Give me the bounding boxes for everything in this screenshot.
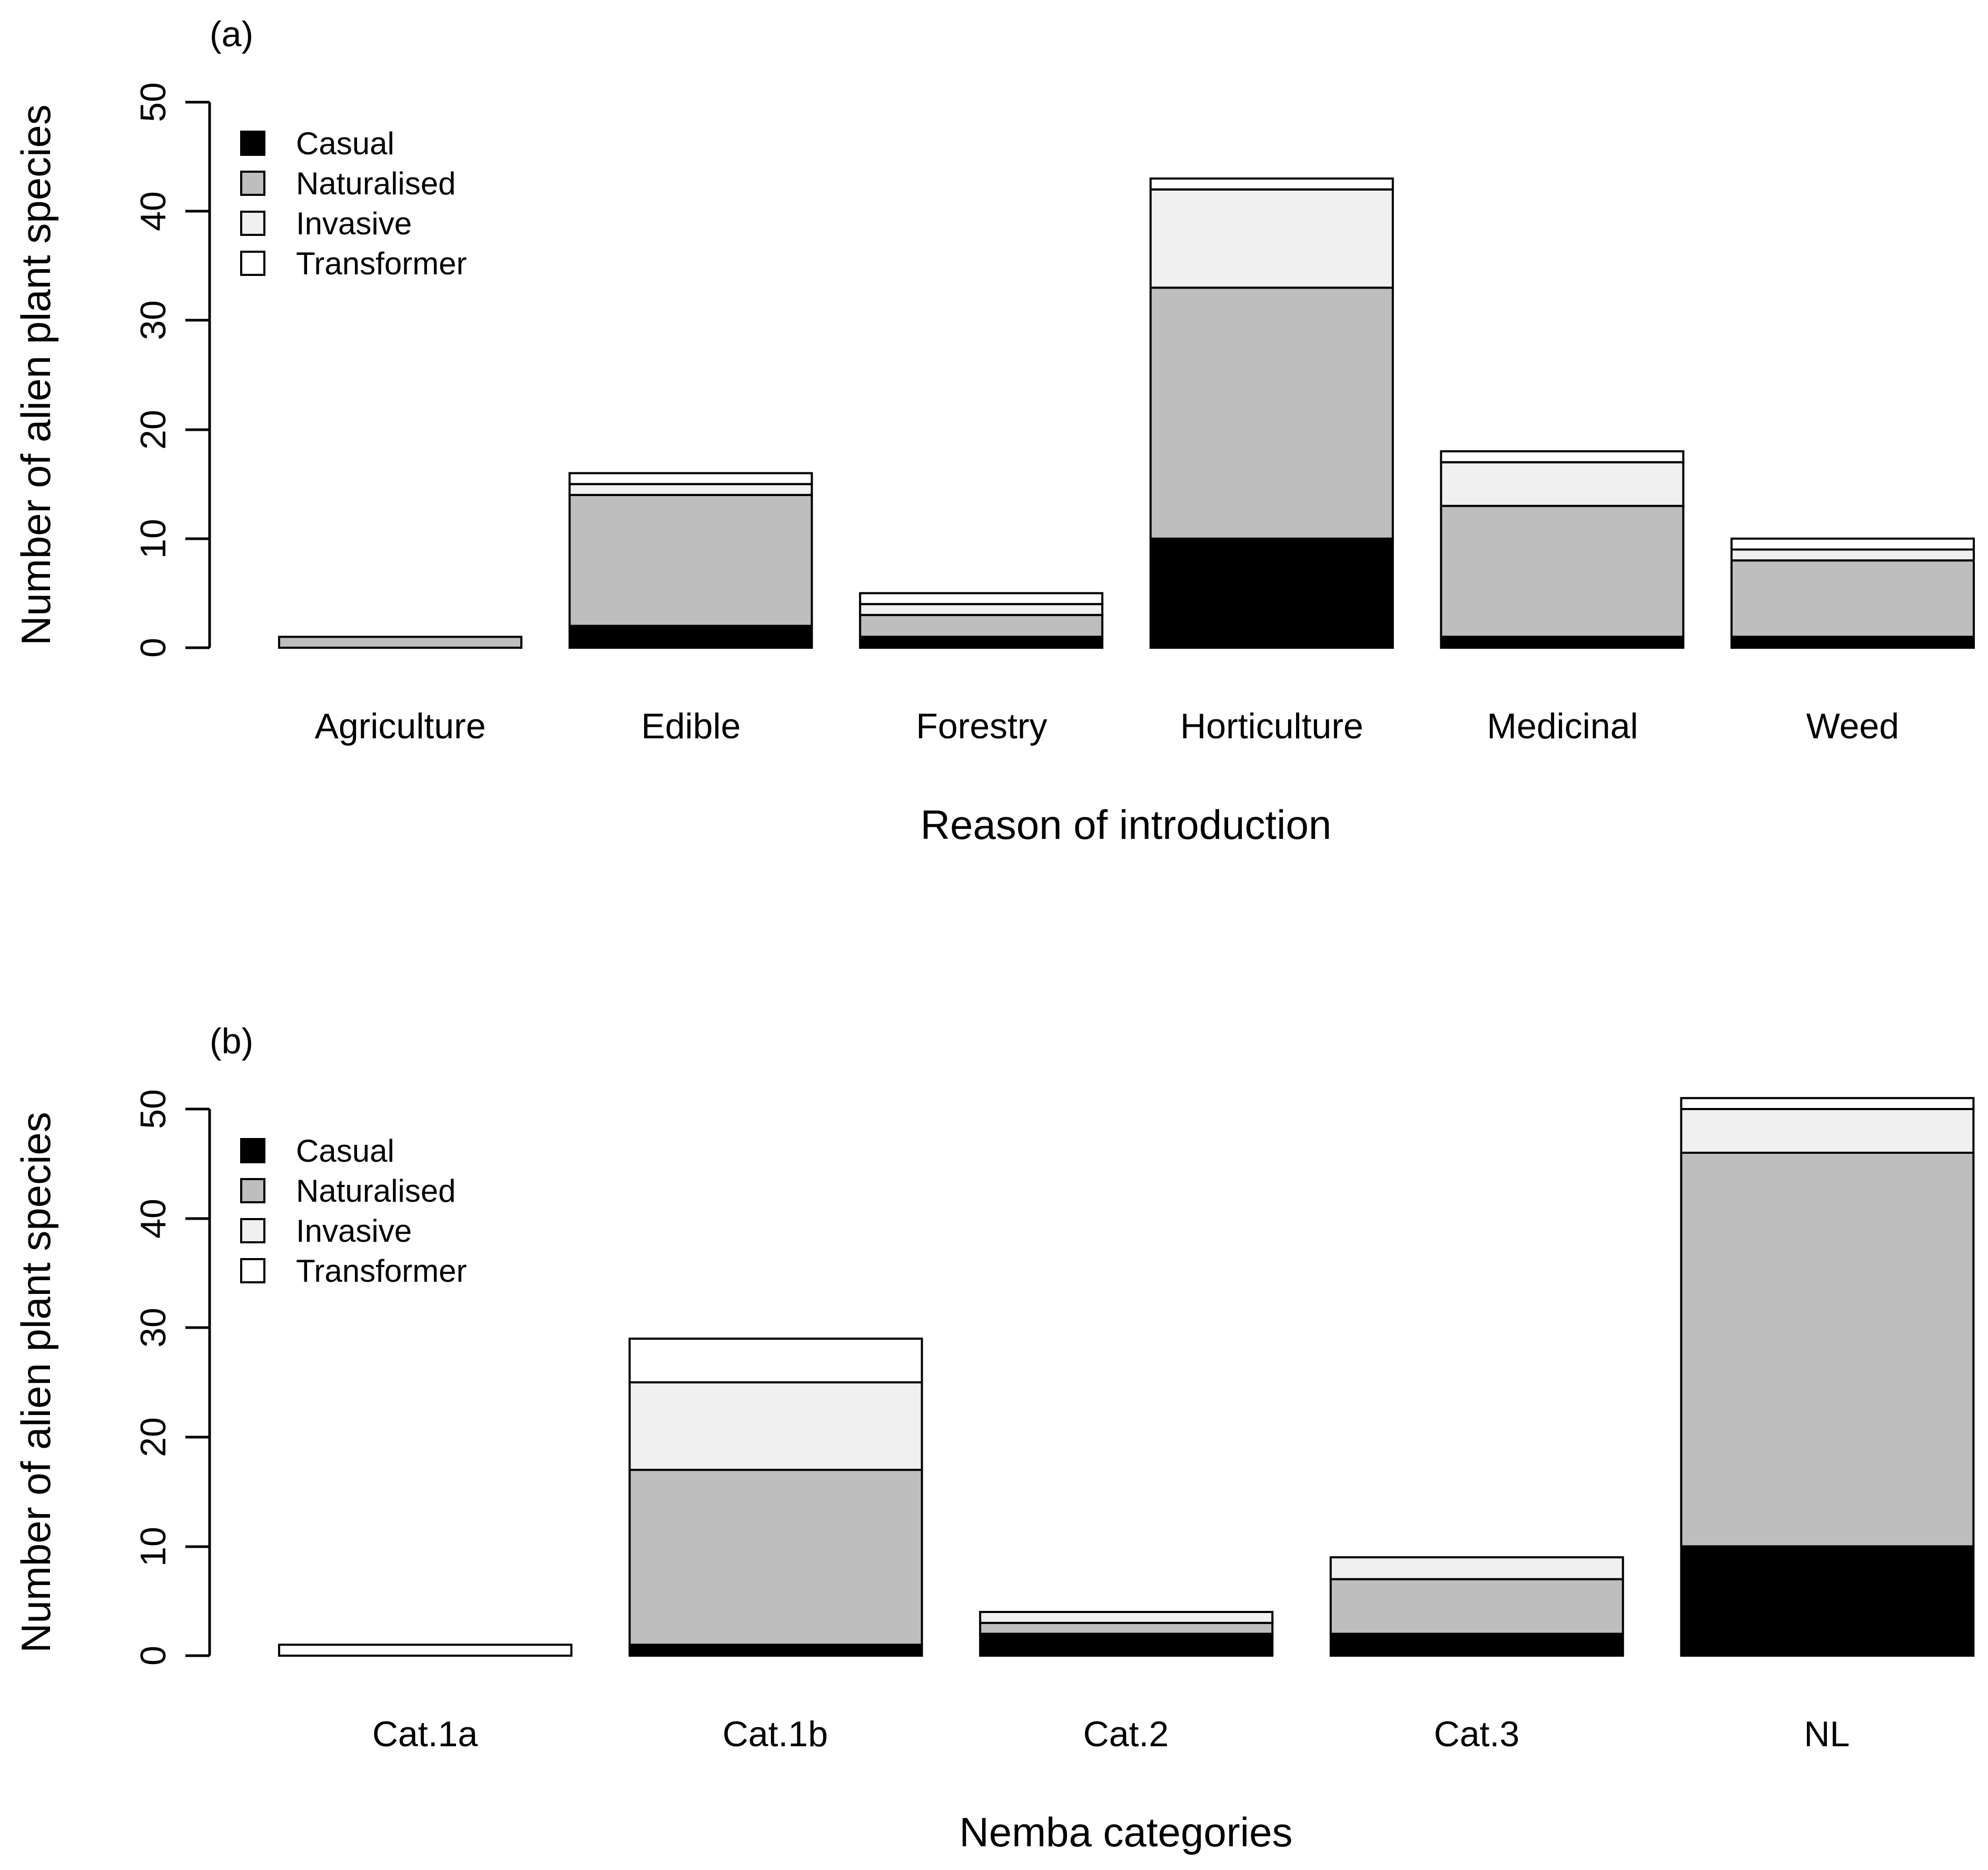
panel-b-y-tick-label: 10	[133, 1527, 173, 1567]
panel-b-y-ticks	[185, 1107, 210, 1657]
panel-b-y-tick-label: 0	[133, 1646, 173, 1666]
bar-segment-casual-nl	[1680, 1545, 1975, 1657]
bar-segment-transformer-horticulture	[1149, 177, 1394, 191]
panel-a-category-label: Agriculture	[314, 706, 486, 746]
bar-segment-transformer-nl	[1680, 1097, 1975, 1110]
panel-b-x-axis-title: Nemba categories	[960, 1809, 1293, 1855]
bar-segment-naturalised-cat-3	[1329, 1578, 1624, 1635]
legend-label: Naturalised	[296, 1173, 456, 1209]
panel-a-label: (a)	[210, 14, 253, 54]
panel-a-y-tick-label: 20	[133, 410, 173, 450]
bar-segment-casual-forestry	[859, 636, 1104, 649]
bar-segment-transformer-edible	[568, 472, 813, 486]
panel-b-y-tick-label: 50	[133, 1089, 173, 1129]
legend-label: Invasive	[296, 1213, 412, 1249]
bar-segment-naturalised-agriculture	[278, 636, 522, 649]
panel-b-category-label: NL	[1804, 1714, 1850, 1754]
bar-segment-transformer-forestry	[859, 592, 1104, 606]
bar-segment-naturalised-medicinal	[1440, 504, 1685, 638]
panel-b-y-tick-label: 40	[133, 1199, 173, 1239]
legend-label: Invasive	[296, 206, 412, 241]
panel-b: (b) 0 10 20 30 40 50 Number of alien pla…	[13, 1021, 1975, 1855]
bar-segment-casual-cat-1b	[628, 1644, 923, 1657]
panel-a-y-tick-label: 50	[133, 82, 173, 122]
bar-segment-invasive-cat-2	[979, 1611, 1274, 1624]
panel-b-bars	[278, 1097, 1975, 1657]
panel-a-y-tick-label: 0	[133, 638, 173, 658]
legend-swatch-invasive	[240, 1218, 265, 1243]
panel-b-category-label: Cat.3	[1434, 1714, 1520, 1754]
panel-b-category-label: Cat.2	[1083, 1714, 1169, 1754]
panel-a-y-tick-label: 10	[133, 519, 173, 559]
legend-swatch-naturalised	[240, 171, 265, 196]
bar-segment-casual-cat-2	[979, 1632, 1274, 1657]
bar-segment-naturalised-forestry	[859, 614, 1104, 638]
bar-segment-invasive-weed	[1730, 548, 1975, 562]
panel-a-category-label: Weed	[1806, 706, 1899, 746]
bar-segment-naturalised-horticulture	[1149, 286, 1394, 540]
legend-label: Transformer	[296, 1253, 467, 1289]
bar-segment-invasive-edible	[568, 483, 813, 496]
bar-segment-transformer-cat-1b	[628, 1338, 923, 1383]
legend-label: Transformer	[296, 246, 467, 281]
legend-swatch-invasive	[240, 211, 265, 236]
panel-a-legend	[240, 131, 265, 276]
bar-segment-transformer-medicinal	[1440, 450, 1685, 463]
legend-label: Casual	[296, 1133, 394, 1169]
legend-label: Casual	[296, 126, 394, 161]
panel-b-category-label: Cat.1b	[723, 1714, 828, 1754]
panel-a-y-tick-label: 40	[133, 191, 173, 231]
panel-a-y-axis-title: Number of alien plant species	[13, 104, 59, 646]
bar-segment-naturalised-weed	[1730, 559, 1975, 638]
panel-a-category-label: Medicinal	[1487, 706, 1638, 746]
panel-b-category-label: Cat.1a	[372, 1714, 478, 1754]
bar-segment-casual-cat-3	[1329, 1632, 1624, 1657]
legend-swatch-transformer	[240, 251, 265, 276]
panel-b-y-tick-label: 20	[133, 1417, 173, 1457]
bar-segment-invasive-forestry	[859, 603, 1104, 616]
bar-segment-invasive-nl	[1680, 1108, 1975, 1154]
bar-segment-invasive-cat-1b	[628, 1381, 923, 1471]
bar-segment-casual-weed	[1730, 636, 1975, 649]
panel-a-y-tick-label: 30	[133, 300, 173, 340]
bar-segment-casual-medicinal	[1440, 636, 1685, 649]
bar-segment-casual-horticulture	[1149, 537, 1394, 649]
legend-swatch-transformer	[240, 1258, 265, 1283]
panel-a-y-ticks	[185, 101, 210, 649]
panel-b-legend	[240, 1138, 265, 1283]
legend-swatch-casual	[240, 1138, 265, 1163]
panel-b-label: (b)	[210, 1021, 253, 1061]
legend-swatch-naturalised	[240, 1178, 265, 1203]
panel-a-x-axis-title: Reason of introduction	[921, 802, 1332, 848]
bar-segment-naturalised-edible	[568, 493, 813, 627]
panel-a-category-label: Forestry	[916, 706, 1047, 746]
bar-segment-invasive-horticulture	[1149, 188, 1394, 289]
bar-segment-naturalised-cat-1b	[628, 1469, 923, 1646]
panel-b-y-tick-label: 30	[133, 1308, 173, 1348]
panel-a-bars	[278, 177, 1975, 649]
legend-swatch-casual	[240, 131, 265, 156]
bar-segment-casual-edible	[568, 625, 813, 649]
bar-segment-naturalised-nl	[1680, 1152, 1975, 1548]
bar-segment-naturalised-cat-2	[979, 1621, 1274, 1635]
legend-label: Naturalised	[296, 166, 456, 201]
panel-a-category-label: Edible	[641, 706, 740, 746]
panel-b-y-axis-title: Number of alien plant species	[13, 1112, 59, 1653]
panel-a: (a) 0 10 20 30 40 50 Number of alien pla…	[13, 14, 1975, 848]
panel-a-category-label: Horticulture	[1180, 706, 1363, 746]
bar-segment-invasive-cat-3	[1329, 1556, 1624, 1580]
bar-segment-invasive-medicinal	[1440, 461, 1685, 507]
bar-segment-transformer-weed	[1730, 537, 1975, 551]
bar-segment-transformer-cat-1a	[278, 1644, 572, 1657]
